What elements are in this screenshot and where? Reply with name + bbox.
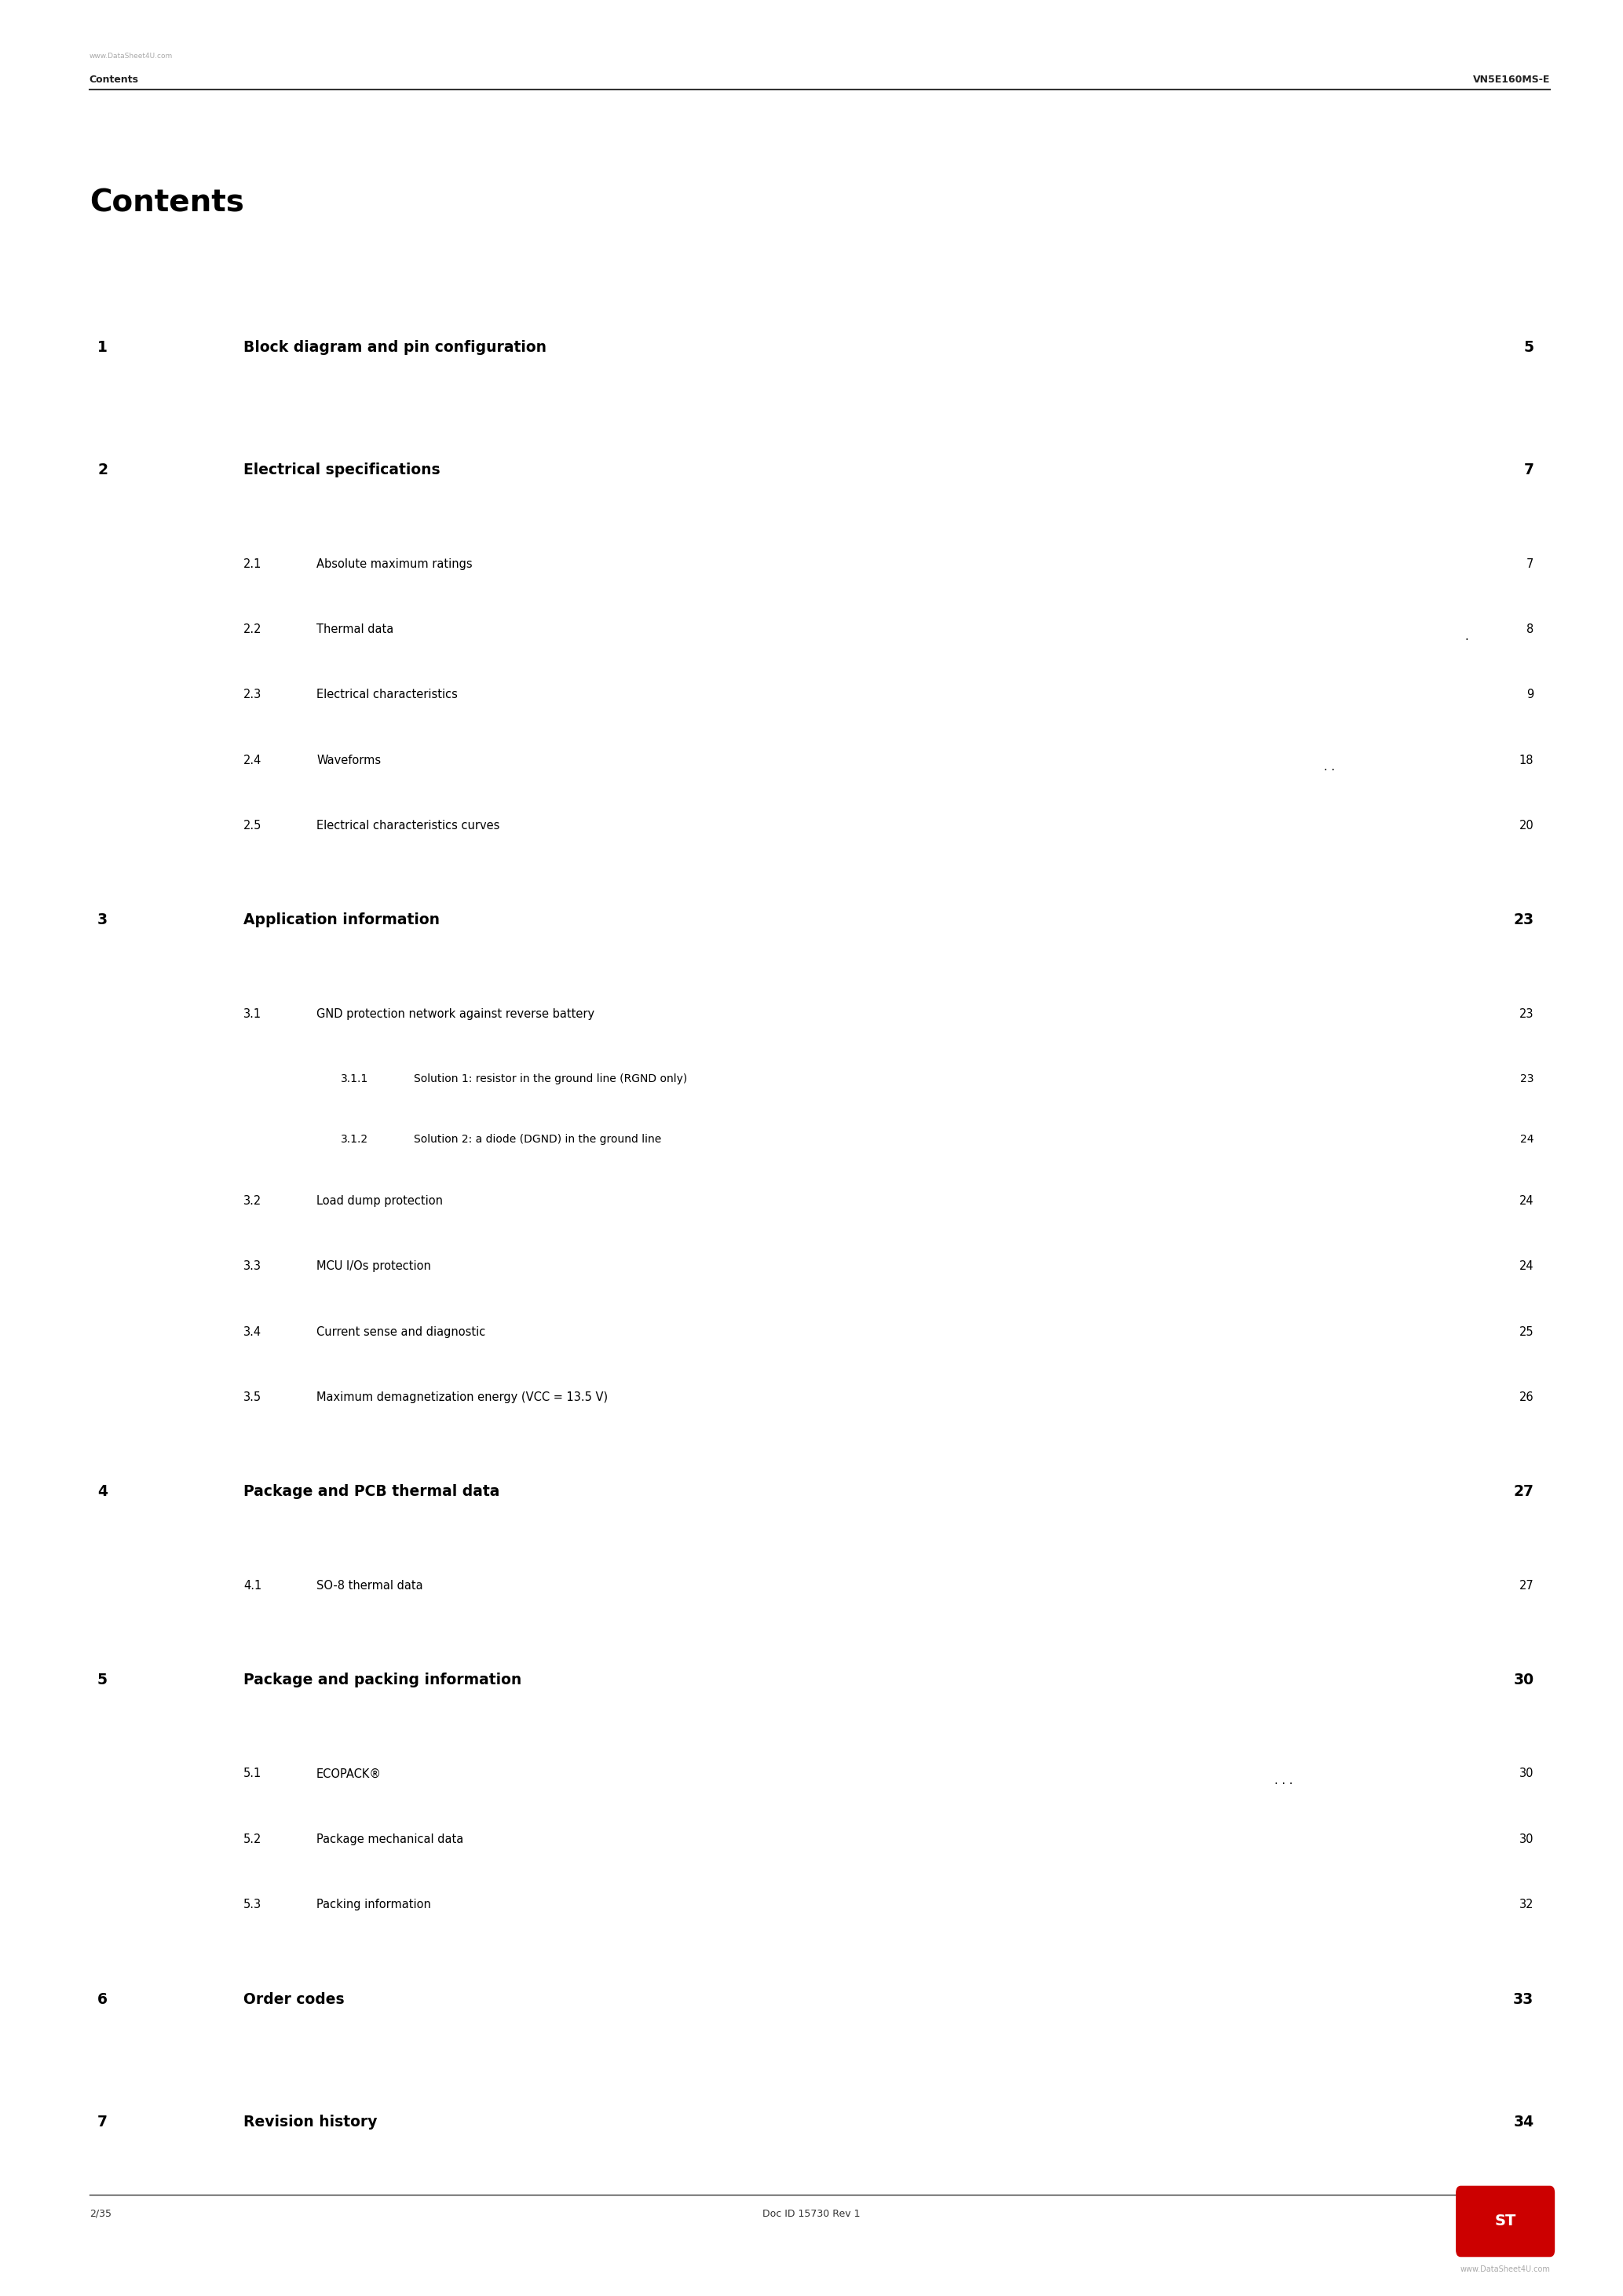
Text: Contents: Contents: [89, 188, 243, 218]
Text: MCU I/Os protection: MCU I/Os protection: [316, 1261, 432, 1272]
Text: 32: 32: [1519, 1899, 1534, 1910]
Text: 7: 7: [97, 2115, 107, 2128]
Text: Electrical characteristics: Electrical characteristics: [316, 689, 458, 700]
Text: Solution 2: a diode (DGND) in the ground line: Solution 2: a diode (DGND) in the ground…: [414, 1134, 662, 1146]
Text: 4: 4: [97, 1483, 107, 1499]
Text: 2: 2: [97, 464, 107, 478]
Text: ECOPACK®: ECOPACK®: [316, 1768, 381, 1779]
Text: 24: 24: [1519, 1261, 1534, 1272]
Text: Block diagram and pin configuration: Block diagram and pin configuration: [243, 340, 547, 354]
Text: 34: 34: [1513, 2115, 1534, 2128]
Text: 30: 30: [1513, 1671, 1534, 1688]
Text: ST: ST: [1495, 2213, 1516, 2229]
Text: Solution 1: resistor in the ground line (RGND only): Solution 1: resistor in the ground line …: [414, 1072, 687, 1084]
Text: Maximum demagnetization energy (VCC = 13.5 V): Maximum demagnetization energy (VCC = 13…: [316, 1391, 609, 1403]
Text: Order codes: Order codes: [243, 1991, 344, 2007]
Text: www.DataSheet4U.com: www.DataSheet4U.com: [89, 53, 172, 60]
Text: 27: 27: [1513, 1483, 1534, 1499]
Text: 25: 25: [1519, 1325, 1534, 1339]
Text: 3.1.1: 3.1.1: [341, 1072, 368, 1084]
Text: Load dump protection: Load dump protection: [316, 1194, 443, 1208]
Text: 2.1: 2.1: [243, 558, 261, 569]
Text: 7: 7: [1526, 558, 1534, 569]
Text: Package and packing information: Package and packing information: [243, 1671, 521, 1688]
Text: 2.4: 2.4: [243, 753, 261, 767]
Text: 24: 24: [1521, 1134, 1534, 1146]
Text: 6: 6: [97, 1991, 107, 2007]
Text: 2.2: 2.2: [243, 622, 261, 636]
Text: 3.5: 3.5: [243, 1391, 261, 1403]
Text: Package and PCB thermal data: Package and PCB thermal data: [243, 1483, 500, 1499]
Text: Absolute maximum ratings: Absolute maximum ratings: [316, 558, 472, 569]
Text: 30: 30: [1519, 1768, 1534, 1779]
Text: SO-8 thermal data: SO-8 thermal data: [316, 1580, 424, 1591]
Text: 2.5: 2.5: [243, 820, 261, 831]
Text: 1: 1: [97, 340, 107, 354]
Text: 2/35: 2/35: [89, 2209, 112, 2218]
Text: 23: 23: [1513, 912, 1534, 928]
Text: 30: 30: [1519, 1832, 1534, 1846]
Text: 7: 7: [1524, 464, 1534, 478]
Text: Revision history: Revision history: [243, 2115, 377, 2128]
Text: 5: 5: [1524, 340, 1534, 354]
Text: VN5E160MS-E: VN5E160MS-E: [1472, 76, 1550, 85]
FancyBboxPatch shape: [1456, 2186, 1555, 2257]
Text: 18: 18: [1519, 753, 1534, 767]
Text: Application information: Application information: [243, 912, 440, 928]
Text: Waveforms: Waveforms: [316, 753, 381, 767]
Text: 5.2: 5.2: [243, 1832, 261, 1846]
Text: Electrical specifications: Electrical specifications: [243, 464, 440, 478]
Text: Packing information: Packing information: [316, 1899, 432, 1910]
Text: 2.3: 2.3: [243, 689, 261, 700]
Text: Current sense and diagnostic: Current sense and diagnostic: [316, 1325, 485, 1339]
Text: 3.1.2: 3.1.2: [341, 1134, 368, 1146]
Text: Doc ID 15730 Rev 1: Doc ID 15730 Rev 1: [763, 2209, 860, 2218]
Text: 24: 24: [1519, 1194, 1534, 1208]
Text: 9: 9: [1527, 689, 1534, 700]
Text: 27: 27: [1519, 1580, 1534, 1591]
Text: 33: 33: [1513, 1991, 1534, 2007]
Text: 5: 5: [97, 1671, 107, 1688]
Text: GND protection network against reverse battery: GND protection network against reverse b…: [316, 1008, 594, 1019]
Text: 26: 26: [1519, 1391, 1534, 1403]
Text: 4.1: 4.1: [243, 1580, 261, 1591]
Text: .: .: [1466, 629, 1472, 643]
Text: 3.2: 3.2: [243, 1194, 261, 1208]
Text: Contents: Contents: [89, 76, 138, 85]
Text: 5.1: 5.1: [243, 1768, 261, 1779]
Text: Package mechanical data: Package mechanical data: [316, 1832, 464, 1846]
Text: . .: . .: [1324, 760, 1339, 774]
Text: 5.3: 5.3: [243, 1899, 261, 1910]
Text: 3.1: 3.1: [243, 1008, 261, 1019]
Text: Electrical characteristics curves: Electrical characteristics curves: [316, 820, 500, 831]
Text: www.DataSheet4U.com: www.DataSheet4U.com: [1459, 2266, 1550, 2273]
Text: . . .: . . .: [1274, 1775, 1297, 1786]
Text: 23: 23: [1519, 1008, 1534, 1019]
Text: Thermal data: Thermal data: [316, 622, 394, 636]
Text: 20: 20: [1519, 820, 1534, 831]
Text: 3.3: 3.3: [243, 1261, 261, 1272]
Text: 3: 3: [97, 912, 107, 928]
Text: 3.4: 3.4: [243, 1325, 261, 1339]
Text: 23: 23: [1521, 1072, 1534, 1084]
Text: 8: 8: [1527, 622, 1534, 636]
